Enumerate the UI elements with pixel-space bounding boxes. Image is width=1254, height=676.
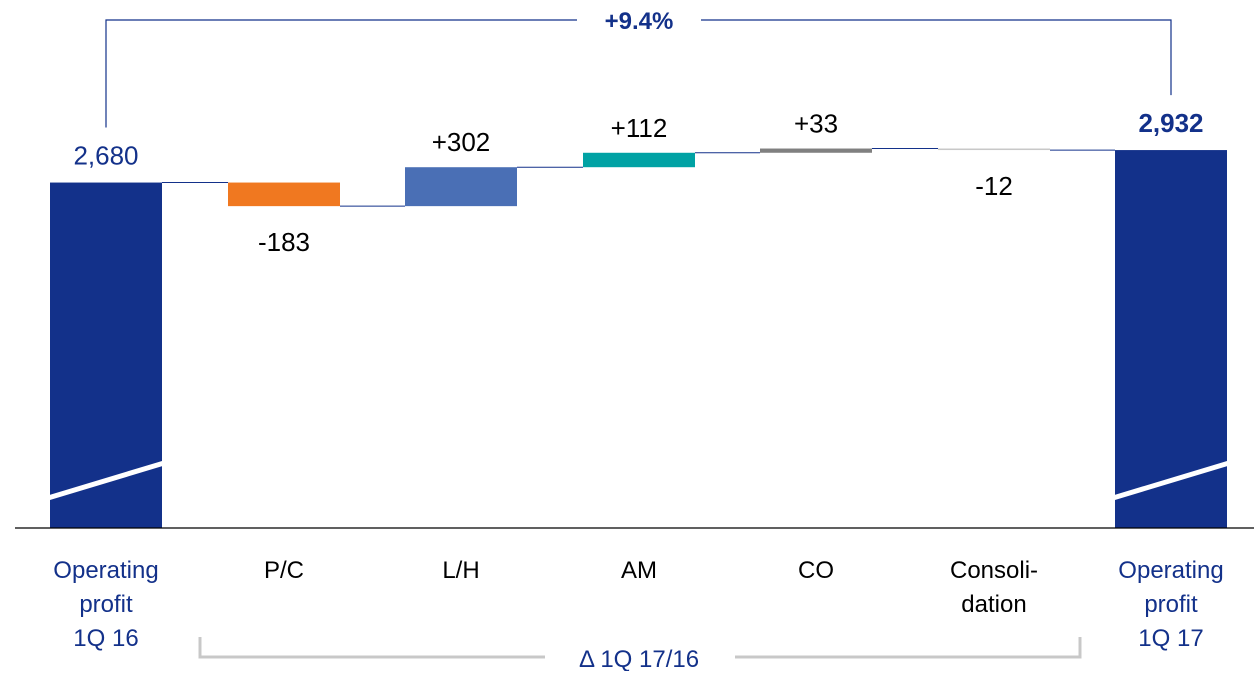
bar-1 [228, 182, 340, 207]
data-label: +302 [432, 127, 491, 157]
category-label: dation [961, 591, 1026, 618]
data-label: +33 [794, 109, 838, 139]
category-label: AM [621, 557, 657, 584]
delta-bracket-left [198, 637, 545, 659]
category-label: Operating [1118, 557, 1223, 584]
data-label: 2,680 [73, 141, 138, 171]
growth-bracket-right [701, 19, 1172, 96]
connector-lines [162, 148, 1115, 207]
data-label: -12 [975, 171, 1013, 201]
bars-group [15, 148, 1254, 529]
delta-bracket-right [735, 637, 1082, 659]
bar-0 [50, 182, 162, 528]
category-label: CO [798, 557, 834, 584]
data-label: -183 [258, 227, 310, 257]
bar-2 [405, 167, 517, 207]
value-labels-group: 2,680 -183 +302 +112 +33 -12 2,932 [73, 108, 1203, 257]
category-label: Operating [53, 557, 158, 584]
bar-5 [938, 148, 1050, 151]
category-labels-group: Operating profit 1Q 16 P/C L/H AM CO Consoli-da… [53, 557, 1223, 652]
data-label: +112 [611, 113, 668, 143]
category-label: profit [79, 591, 133, 618]
delta-bracket-label: Δ 1Q 17/16 [579, 646, 699, 671]
category-label: P/C [264, 557, 304, 584]
bar-6 [1115, 150, 1227, 529]
category-label: profit [1144, 591, 1198, 618]
delta-bracket-group: Δ 1Q 17/16 [198, 637, 1082, 673]
growth-bracket-left [105, 19, 577, 128]
data-label: 2,932 [1138, 108, 1203, 138]
category-label: Consoli- [950, 557, 1038, 584]
category-label: 1Q 17 [1138, 625, 1203, 652]
axis-break-0 [47, 460, 165, 501]
growth-annotation-label: +9.4% [605, 8, 674, 35]
growth-annotation-group: +9.4% [105, 8, 1172, 128]
bar-4 [760, 148, 872, 153]
category-label: 1Q 16 [73, 625, 138, 652]
axis-break-6 [1112, 460, 1230, 501]
category-label: L/H [442, 557, 479, 584]
bar-3 [583, 152, 695, 168]
